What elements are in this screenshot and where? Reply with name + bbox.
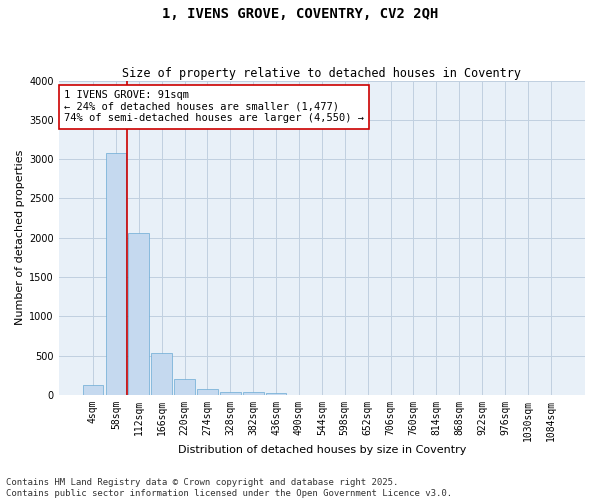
- Bar: [197, 390, 218, 395]
- Bar: [243, 392, 263, 395]
- Bar: [106, 153, 126, 395]
- Bar: [151, 353, 172, 395]
- Y-axis label: Number of detached properties: Number of detached properties: [15, 150, 25, 326]
- X-axis label: Distribution of detached houses by size in Coventry: Distribution of detached houses by size …: [178, 445, 466, 455]
- Title: Size of property relative to detached houses in Coventry: Size of property relative to detached ho…: [122, 66, 521, 80]
- Bar: [174, 379, 195, 395]
- Bar: [128, 233, 149, 395]
- Text: Contains HM Land Registry data © Crown copyright and database right 2025.
Contai: Contains HM Land Registry data © Crown c…: [6, 478, 452, 498]
- Bar: [220, 392, 241, 395]
- Text: 1, IVENS GROVE, COVENTRY, CV2 2QH: 1, IVENS GROVE, COVENTRY, CV2 2QH: [162, 8, 438, 22]
- Text: 1 IVENS GROVE: 91sqm
← 24% of detached houses are smaller (1,477)
74% of semi-de: 1 IVENS GROVE: 91sqm ← 24% of detached h…: [64, 90, 364, 124]
- Bar: [266, 394, 286, 395]
- Bar: [83, 384, 103, 395]
